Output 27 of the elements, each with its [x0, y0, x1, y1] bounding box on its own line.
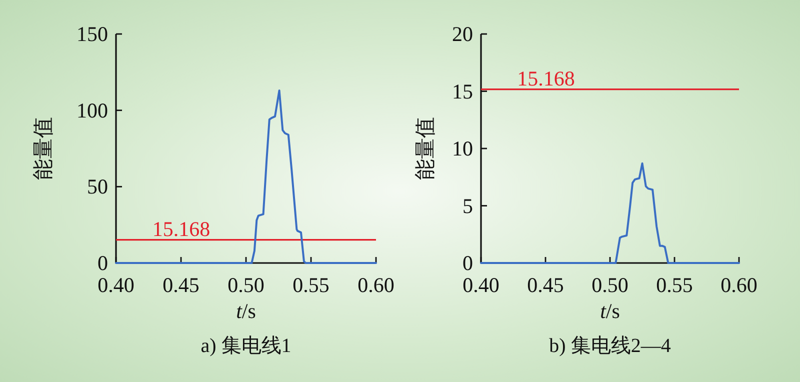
x-axis-title: t/s	[236, 299, 256, 323]
x-tick-label: 0.40	[462, 273, 500, 297]
text: b) 集电线2—4	[549, 335, 671, 357]
x-tick-label: 0.60	[720, 273, 758, 297]
x-tick-label: 0.60	[358, 273, 394, 297]
y-tick-label: 50	[87, 174, 108, 199]
text: a) 集电线1	[200, 335, 292, 357]
y-tick-label: 15	[452, 79, 473, 104]
y-tick-label: 0	[98, 251, 108, 275]
x-tick-label: 0.50	[592, 273, 628, 297]
x-tick-label: 0.55	[292, 273, 330, 297]
y-tick-label: 100	[76, 98, 108, 122]
x-tick-label: 0.45	[162, 273, 200, 297]
x-tick-label: 0.45	[527, 273, 564, 297]
y-tick-label: 10	[452, 136, 473, 160]
y-tick-label: 0	[462, 251, 473, 275]
y-tick-label: 150	[76, 22, 108, 46]
y-axis-title: 能量值	[31, 117, 55, 180]
ref-line-label: 15.168	[152, 216, 210, 241]
ref-line-label: 15.168	[517, 66, 575, 90]
x-tick-label: 0.40	[98, 273, 134, 297]
y-tick-label: 5	[462, 194, 473, 218]
x-tick-label: 0.55	[656, 273, 693, 297]
y-axis-title: 能量值	[413, 117, 437, 180]
x-tick-label: 0.50	[228, 273, 264, 297]
x-axis-title: t/s	[600, 299, 620, 323]
y-tick-label: 20	[452, 22, 473, 46]
